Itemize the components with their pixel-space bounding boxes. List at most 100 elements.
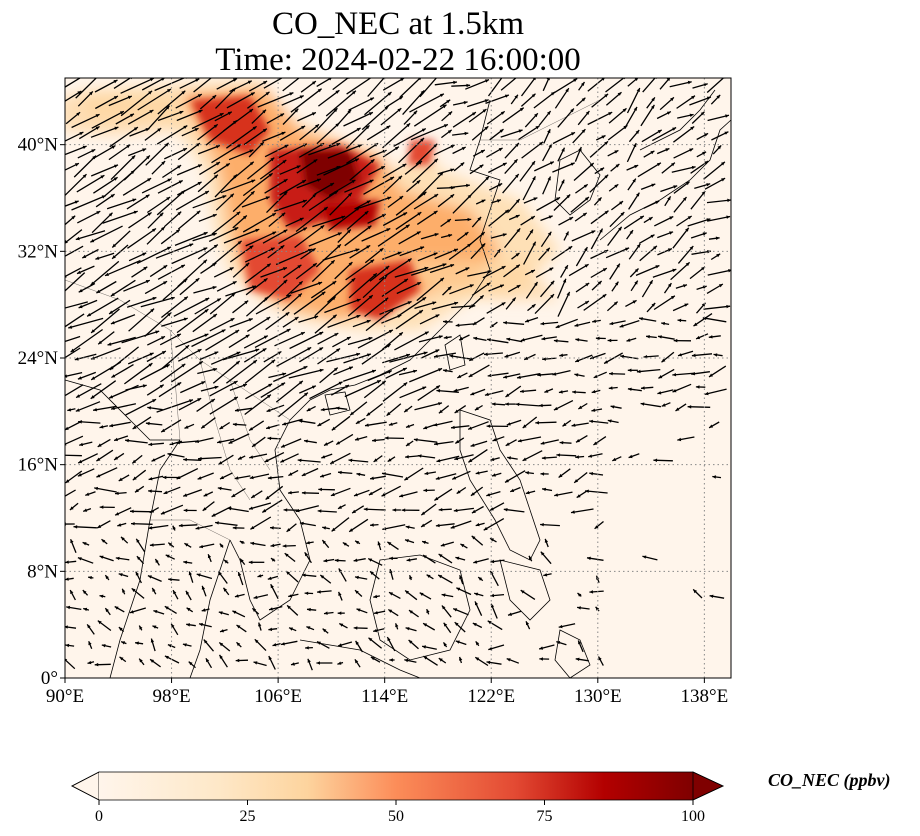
wind-vector-head xyxy=(628,454,633,459)
wind-vector xyxy=(215,521,238,526)
wind-vector xyxy=(377,224,410,247)
wind-vector xyxy=(467,421,489,430)
wind-vector xyxy=(707,215,731,222)
wind-vector-head xyxy=(387,370,392,374)
wind-vector-head xyxy=(525,490,530,495)
wind-vector-head xyxy=(76,112,81,116)
wind-vector-head xyxy=(286,329,291,333)
wind-vector-head xyxy=(540,551,545,556)
wind-vector xyxy=(65,489,76,497)
wind-vector-head xyxy=(258,622,262,627)
wind-vector-head xyxy=(571,132,575,136)
wind-vector-head xyxy=(219,642,224,647)
wind-vector-head xyxy=(207,554,212,559)
wind-vector-head xyxy=(689,113,694,117)
wind-vector-head xyxy=(249,475,254,480)
colorbar-tick-label: 75 xyxy=(537,808,553,825)
wind-vector-head xyxy=(288,594,293,598)
wind-vector-head xyxy=(215,521,219,525)
wind-vector-head xyxy=(500,111,505,115)
wind-vector-head xyxy=(633,143,637,148)
wind-vector-head xyxy=(82,542,87,546)
wind-vector xyxy=(533,91,556,109)
wind-vector xyxy=(311,259,336,283)
wind-vector-head xyxy=(602,294,607,298)
wind-vector-head xyxy=(437,73,441,77)
wind-vector xyxy=(120,78,155,94)
wind-vector xyxy=(75,401,101,412)
wind-vector-head xyxy=(726,304,731,309)
wind-vector xyxy=(331,415,351,431)
wind-vector-head xyxy=(219,654,223,659)
wind-vector-head xyxy=(65,240,68,244)
wind-vector-head xyxy=(65,560,69,564)
wind-vector-head xyxy=(503,321,507,325)
wind-vector-head xyxy=(235,330,240,334)
wind-vector-head xyxy=(267,436,272,441)
wind-vector-head xyxy=(266,263,271,268)
wind-vector-head xyxy=(634,78,639,81)
colorbar-tick-labels: 0 25 50 75 100 xyxy=(95,800,705,825)
wind-vector-head xyxy=(540,321,545,326)
wind-vector xyxy=(399,386,427,399)
wind-vector xyxy=(193,78,213,93)
wind-vector-head xyxy=(145,280,150,284)
wind-vector-head xyxy=(316,178,321,182)
wind-vector-head xyxy=(553,406,558,411)
wind-vector xyxy=(175,190,210,211)
wind-vector xyxy=(482,265,506,279)
wind-vector-head xyxy=(585,489,589,493)
wind-vector-head xyxy=(70,539,74,544)
wind-vector xyxy=(515,403,540,407)
wind-vector-head xyxy=(287,294,292,299)
wind-vector xyxy=(140,296,175,308)
wind-vector-head xyxy=(348,262,353,266)
wind-vector-head xyxy=(540,472,545,476)
wind-vector-head xyxy=(114,456,119,460)
wind-vector-head xyxy=(77,473,82,477)
wind-vector-head xyxy=(250,92,255,96)
wind-vector-head xyxy=(229,267,234,271)
wind-vector-head xyxy=(301,472,306,476)
wind-vector-head xyxy=(252,285,256,289)
wind-vector-head xyxy=(367,353,371,357)
wind-vector xyxy=(255,294,292,315)
wind-vector xyxy=(90,380,117,400)
wind-vector xyxy=(263,78,284,89)
wind-vector-head xyxy=(145,128,150,132)
wind-vector xyxy=(319,367,339,384)
wind-vector-head xyxy=(453,248,458,252)
wind-vector-head xyxy=(724,131,729,135)
wind-vector xyxy=(296,158,318,174)
wind-vector-head xyxy=(320,575,325,579)
wind-vector-head xyxy=(253,360,257,364)
wind-vector xyxy=(416,277,445,302)
wind-vector-head xyxy=(504,354,509,358)
wind-vector xyxy=(404,160,423,175)
wind-vector-head xyxy=(323,558,328,563)
wind-vector-head xyxy=(373,594,378,599)
wind-vector-head xyxy=(701,191,706,195)
wind-vector-head xyxy=(281,642,285,646)
wind-vector-head xyxy=(608,386,613,390)
wind-vector-head xyxy=(142,252,147,256)
wind-vector xyxy=(65,301,88,309)
wind-vector-head xyxy=(131,155,136,160)
wind-vector-head xyxy=(548,215,553,219)
wind-vector-head xyxy=(350,411,354,416)
wind-vector-head xyxy=(496,249,501,253)
wind-vector-head xyxy=(535,125,540,130)
wind-vector xyxy=(216,280,237,292)
wind-vector-head xyxy=(183,508,188,513)
wind-vector-head xyxy=(459,656,463,661)
wind-vector-head xyxy=(556,453,561,457)
wind-vector-head xyxy=(135,488,139,493)
wind-vector-head xyxy=(232,120,237,125)
wind-vector-head xyxy=(195,278,200,282)
wind-vector-head xyxy=(502,162,507,167)
wind-vector xyxy=(297,459,321,463)
wind-vector-head xyxy=(456,587,461,591)
wind-vector xyxy=(125,398,157,416)
wind-vector-head xyxy=(683,284,687,288)
wind-vector-head xyxy=(220,475,224,479)
